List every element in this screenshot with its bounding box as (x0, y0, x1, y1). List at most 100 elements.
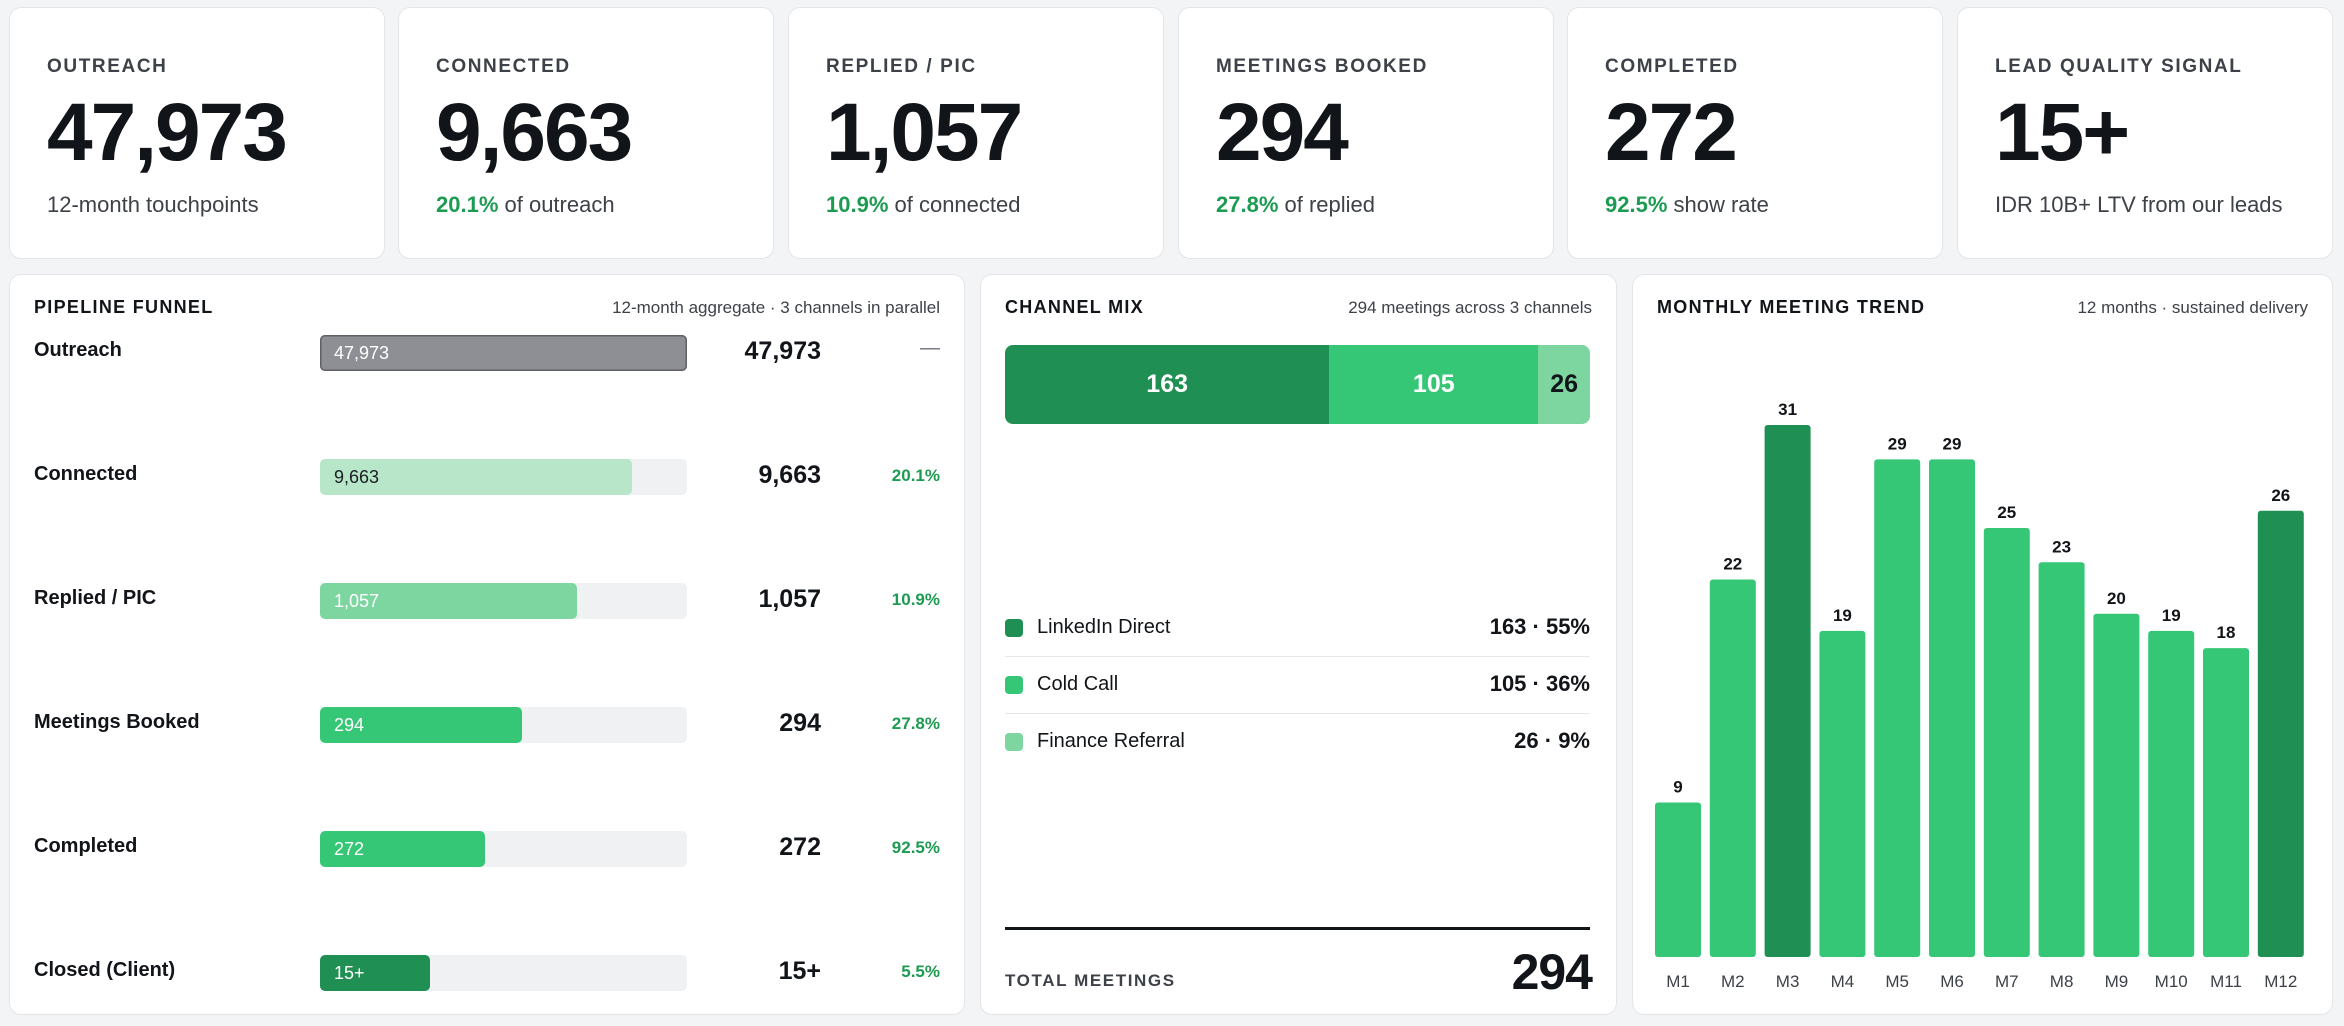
panel-note: 294 meetings across 3 channels (1348, 298, 1592, 317)
funnel-stage-label: Completed (34, 835, 138, 857)
kpi-value: 9,663 (436, 87, 633, 178)
funnel-stage-count: 272 (779, 833, 821, 861)
funnel-bar-fill: 272 (320, 831, 486, 867)
kpi-sub: 27.8% of replied (1216, 192, 1553, 218)
trend-bar-value: 26 (2271, 486, 2290, 505)
legend-channel-value: 105 · 36% (1489, 671, 1590, 696)
kpi-sub: 10.9% of connected (826, 192, 1163, 218)
kpi-label: MEETINGS BOOKED (1216, 56, 1428, 77)
kpi-card-outreach: OUTREACH 47,973 12-month touchpoints (9, 7, 385, 259)
trend-bar-m12 (2257, 510, 2304, 957)
funnel-row: Meetings Booked 294 294 27.8% (10, 703, 964, 743)
channel-mix-panel: CHANNEL MIX 294 meetings across 3 channe… (980, 274, 1617, 1015)
trend-bar-m7 (1983, 527, 2030, 957)
funnel-bar-label: 47,973 (334, 343, 390, 363)
pipeline-funnel-panel: PIPELINE FUNNEL 12-month aggregate · 3 c… (9, 274, 965, 1015)
funnel-bar-track: 1,057 (320, 583, 687, 619)
legend-channel-name: Finance Referral (1037, 730, 1185, 752)
legend-channel-name: LinkedIn Direct (1037, 616, 1171, 638)
kpi-value: 272 (1605, 87, 1738, 178)
kpi-sub-text: show rate (1667, 192, 1769, 217)
trend-bar-value: 29 (1888, 434, 1907, 453)
trend-x-tick: M2 (1721, 972, 1745, 991)
trend-bar-value: 9 (1673, 778, 1682, 797)
trend-bar-m4 (1819, 630, 1866, 957)
funnel-bar-label: 272 (334, 839, 365, 859)
funnel-bar-track: 15+ (320, 955, 687, 991)
kpi-card-lead-quality: LEAD QUALITY SIGNAL 15+ IDR 10B+ LTV fro… (1957, 7, 2333, 259)
funnel-bar-label: 9,663 (334, 467, 380, 487)
kpi-label: COMPLETED (1605, 56, 1739, 77)
trend-bar-value: 23 (2052, 537, 2071, 556)
funnel-stage-count: 294 (779, 709, 821, 737)
trend-bar-m10 (2148, 630, 2195, 957)
funnel-stage-rate: 5.5% (901, 962, 940, 981)
legend-swatch (1005, 733, 1023, 751)
kpi-sub: IDR 10B+ LTV from our leads (1995, 192, 2332, 218)
funnel-bar-track: 9,663 (320, 459, 687, 495)
kpi-sub-text: of outreach (498, 192, 615, 217)
monthly-trend-panel: MONTHLY MEETING TREND 12 months · sustai… (1632, 274, 2333, 1015)
trend-bar-m5 (1874, 459, 1921, 957)
funnel-stage-label: Replied / PIC (34, 587, 157, 609)
kpi-sub: 20.1% of outreach (436, 192, 773, 218)
channel-segment: 26 (1538, 345, 1590, 424)
kpi-label: CONNECTED (436, 56, 571, 77)
trend-bar-m6 (1929, 459, 1975, 957)
funnel-row: Replied / PIC 1,057 1,057 10.9% (10, 579, 964, 619)
legend-item: Cold Call 105 · 36% (1005, 658, 1590, 714)
kpi-accent: 20.1% (436, 192, 499, 217)
funnel-row: Outreach 47,973 47,973 — (10, 331, 964, 371)
trend-x-tick: M8 (2050, 972, 2074, 991)
funnel-stage-rate: 27.8% (891, 714, 940, 733)
kpi-sub: 12-month touchpoints (47, 192, 384, 218)
panel-title: PIPELINE FUNNEL (34, 297, 214, 317)
legend-channel-name: Cold Call (1037, 673, 1119, 695)
channel-stacked-bar: 163 105 26 (1005, 345, 1590, 424)
trend-bar-value: 19 (2162, 606, 2181, 625)
funnel-stage-rate: 20.1% (891, 466, 940, 485)
trend-bar-m11 (2203, 648, 2249, 957)
trend-x-tick: M11 (2210, 972, 2242, 991)
kpi-card-completed: COMPLETED 272 92.5% show rate (1567, 7, 1943, 259)
funnel-stage-rate: 10.9% (891, 590, 940, 609)
funnel-bar-track: 294 (320, 707, 687, 743)
legend-swatch (1005, 676, 1023, 694)
trend-bar-value: 19 (1833, 606, 1852, 625)
kpi-accent: 27.8% (1216, 192, 1279, 217)
kpi-value: 15+ (1995, 87, 2130, 178)
funnel-stage-count: 1,057 (758, 585, 821, 613)
trend-x-tick: M5 (1885, 972, 1909, 991)
kpi-value: 294 (1216, 87, 1349, 178)
funnel-bar-track: 47,973 (320, 335, 687, 371)
kpi-label: LEAD QUALITY SIGNAL (1995, 56, 2243, 77)
total-divider (1005, 927, 1590, 930)
trend-bar-value: 20 (2107, 589, 2126, 608)
funnel-bar-fill: 15+ (320, 955, 431, 991)
funnel-stage-count: 47,973 (744, 337, 821, 365)
trend-x-tick: M9 (2105, 972, 2129, 991)
legend-channel-value: 163 · 55% (1489, 614, 1590, 639)
trend-bar-value: 29 (1943, 434, 1962, 453)
trend-x-tick: M4 (1831, 972, 1855, 991)
funnel-stage-label: Connected (34, 463, 138, 485)
legend-swatch (1005, 619, 1023, 637)
channel-segment: 163 (1005, 345, 1330, 424)
trend-x-tick: M10 (2155, 972, 2188, 991)
funnel-stage-count: 15+ (778, 957, 821, 985)
kpi-card-replied: REPLIED / PIC 1,057 10.9% of connected (788, 7, 1164, 259)
trend-x-tick: M12 (2264, 972, 2297, 991)
kpi-accent: 10.9% (826, 192, 889, 217)
kpi-label: OUTREACH (47, 56, 168, 77)
kpi-sub: 92.5% show rate (1605, 192, 1942, 218)
funnel-row: Connected 9,663 9,663 20.1% (10, 455, 964, 495)
kpi-sub-text: 12-month touchpoints (47, 192, 259, 217)
legend-item: LinkedIn Direct 163 · 55% (1005, 601, 1590, 657)
trend-bar-m3 (1764, 425, 1811, 957)
kpi-value: 1,057 (826, 87, 1023, 178)
trend-bar-value: 31 (1778, 400, 1797, 419)
funnel-bar-fill: 9,663 (320, 459, 632, 495)
funnel-row: Completed 272 272 92.5% (10, 827, 964, 867)
total-meetings-label: TOTAL MEETINGS (1005, 971, 1176, 990)
funnel-stage-label: Closed (Client) (34, 959, 176, 981)
